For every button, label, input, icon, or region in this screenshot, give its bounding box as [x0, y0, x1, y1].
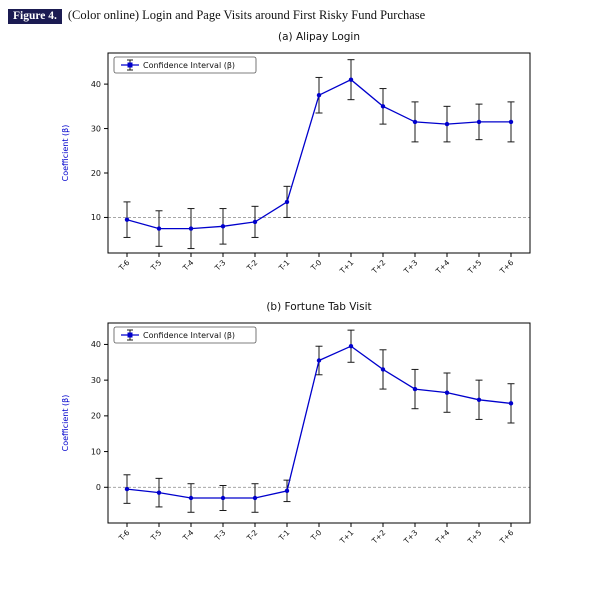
- svg-text:0: 0: [96, 483, 101, 492]
- y-axis: 10 20 30 40: [91, 80, 108, 222]
- svg-text:10: 10: [91, 447, 101, 456]
- svg-text:T+1: T+1: [337, 258, 355, 276]
- y-axis-label: Coefficient (β): [61, 395, 70, 452]
- chart-title-fortune-tab: (b) Fortune Tab Visit: [266, 301, 372, 313]
- svg-text:T-3: T-3: [212, 258, 227, 273]
- svg-text:T-5: T-5: [148, 528, 163, 543]
- svg-text:T+1: T+1: [337, 528, 355, 546]
- figure-caption-label: Figure 4.: [8, 9, 62, 24]
- series-markers: [124, 77, 514, 231]
- svg-text:T+3: T+3: [401, 528, 419, 546]
- chart-block-fortune-tab: (b) Fortune Tab Visit 0 10 20 30 40 T-6 T-5 T-4…: [56, 301, 600, 565]
- svg-text:T-0: T-0: [308, 258, 323, 273]
- svg-text:T+6: T+6: [497, 258, 515, 276]
- charts-container: (a) Alipay Login 10 20 30 40 T-6 T-5 T-4 T-3 T-2…: [56, 31, 600, 565]
- svg-text:30: 30: [91, 124, 101, 133]
- svg-text:T+6: T+6: [497, 528, 515, 546]
- y-axis-label: Coefficient (β): [61, 125, 70, 182]
- x-axis: T-6 T-5 T-4 T-3 T-2 T-1 T-0 T+1 T+2 T+3 T+4 T+5 T+6: [116, 523, 516, 546]
- legend: Confidence Interval (β): [113, 326, 257, 344]
- svg-text:20: 20: [91, 412, 101, 421]
- svg-text:T-2: T-2: [244, 528, 259, 543]
- svg-text:20: 20: [91, 169, 101, 178]
- svg-text:T+4: T+4: [433, 528, 451, 546]
- chart-title-alipay-login: (a) Alipay Login: [278, 31, 360, 43]
- svg-text:40: 40: [91, 80, 101, 89]
- chart-block-alipay-login: (a) Alipay Login 10 20 30 40 T-6 T-5 T-4 T-3 T-2…: [56, 31, 600, 295]
- svg-text:Confidence Interval (β): Confidence Interval (β): [143, 331, 235, 340]
- svg-text:T+5: T+5: [465, 258, 483, 276]
- svg-text:T-1: T-1: [276, 528, 291, 543]
- svg-text:T+5: T+5: [465, 528, 483, 546]
- figure-caption-text: (Color online) Login and Page Visits aro…: [67, 8, 426, 22]
- error-bars: [123, 59, 515, 250]
- svg-text:T+4: T+4: [433, 258, 451, 276]
- figure-caption: Figure 4. (Color online) Login and Page V…: [0, 0, 600, 25]
- svg-text:T-4: T-4: [180, 258, 195, 273]
- alipay-login-plot: 10 20 30 40 T-6 T-5 T-4 T-3 T-2 T-1 T-0 T+1 T+2 T+3 T+…: [61, 52, 531, 276]
- svg-text:T-4: T-4: [180, 528, 195, 543]
- svg-text:T+3: T+3: [401, 258, 419, 276]
- svg-text:T-6: T-6: [116, 528, 131, 543]
- svg-text:30: 30: [91, 376, 101, 385]
- svg-text:T-0: T-0: [308, 528, 323, 543]
- svg-text:10: 10: [91, 213, 101, 222]
- series-markers: [124, 344, 514, 501]
- svg-text:T+2: T+2: [369, 528, 387, 546]
- svg-text:Coefficient (β): Coefficient (β): [61, 125, 70, 182]
- svg-text:T-6: T-6: [116, 258, 131, 273]
- svg-text:T-3: T-3: [212, 528, 227, 543]
- error-bars: [123, 329, 515, 513]
- y-axis: 0 10 20 30 40: [91, 340, 108, 492]
- svg-text:Coefficient (β): Coefficient (β): [61, 395, 70, 452]
- svg-text:40: 40: [91, 340, 101, 349]
- svg-text:T-2: T-2: [244, 258, 259, 273]
- legend: Confidence Interval (β): [113, 56, 257, 74]
- svg-text:T-5: T-5: [148, 258, 163, 273]
- x-axis: T-6 T-5 T-4 T-3 T-2 T-1 T-0 T+1 T+2 T+3 T+4 T+5 T+6: [116, 253, 516, 276]
- svg-text:T+2: T+2: [369, 258, 387, 276]
- svg-text:Confidence Interval (β): Confidence Interval (β): [143, 61, 235, 70]
- svg-text:T-1: T-1: [276, 258, 291, 273]
